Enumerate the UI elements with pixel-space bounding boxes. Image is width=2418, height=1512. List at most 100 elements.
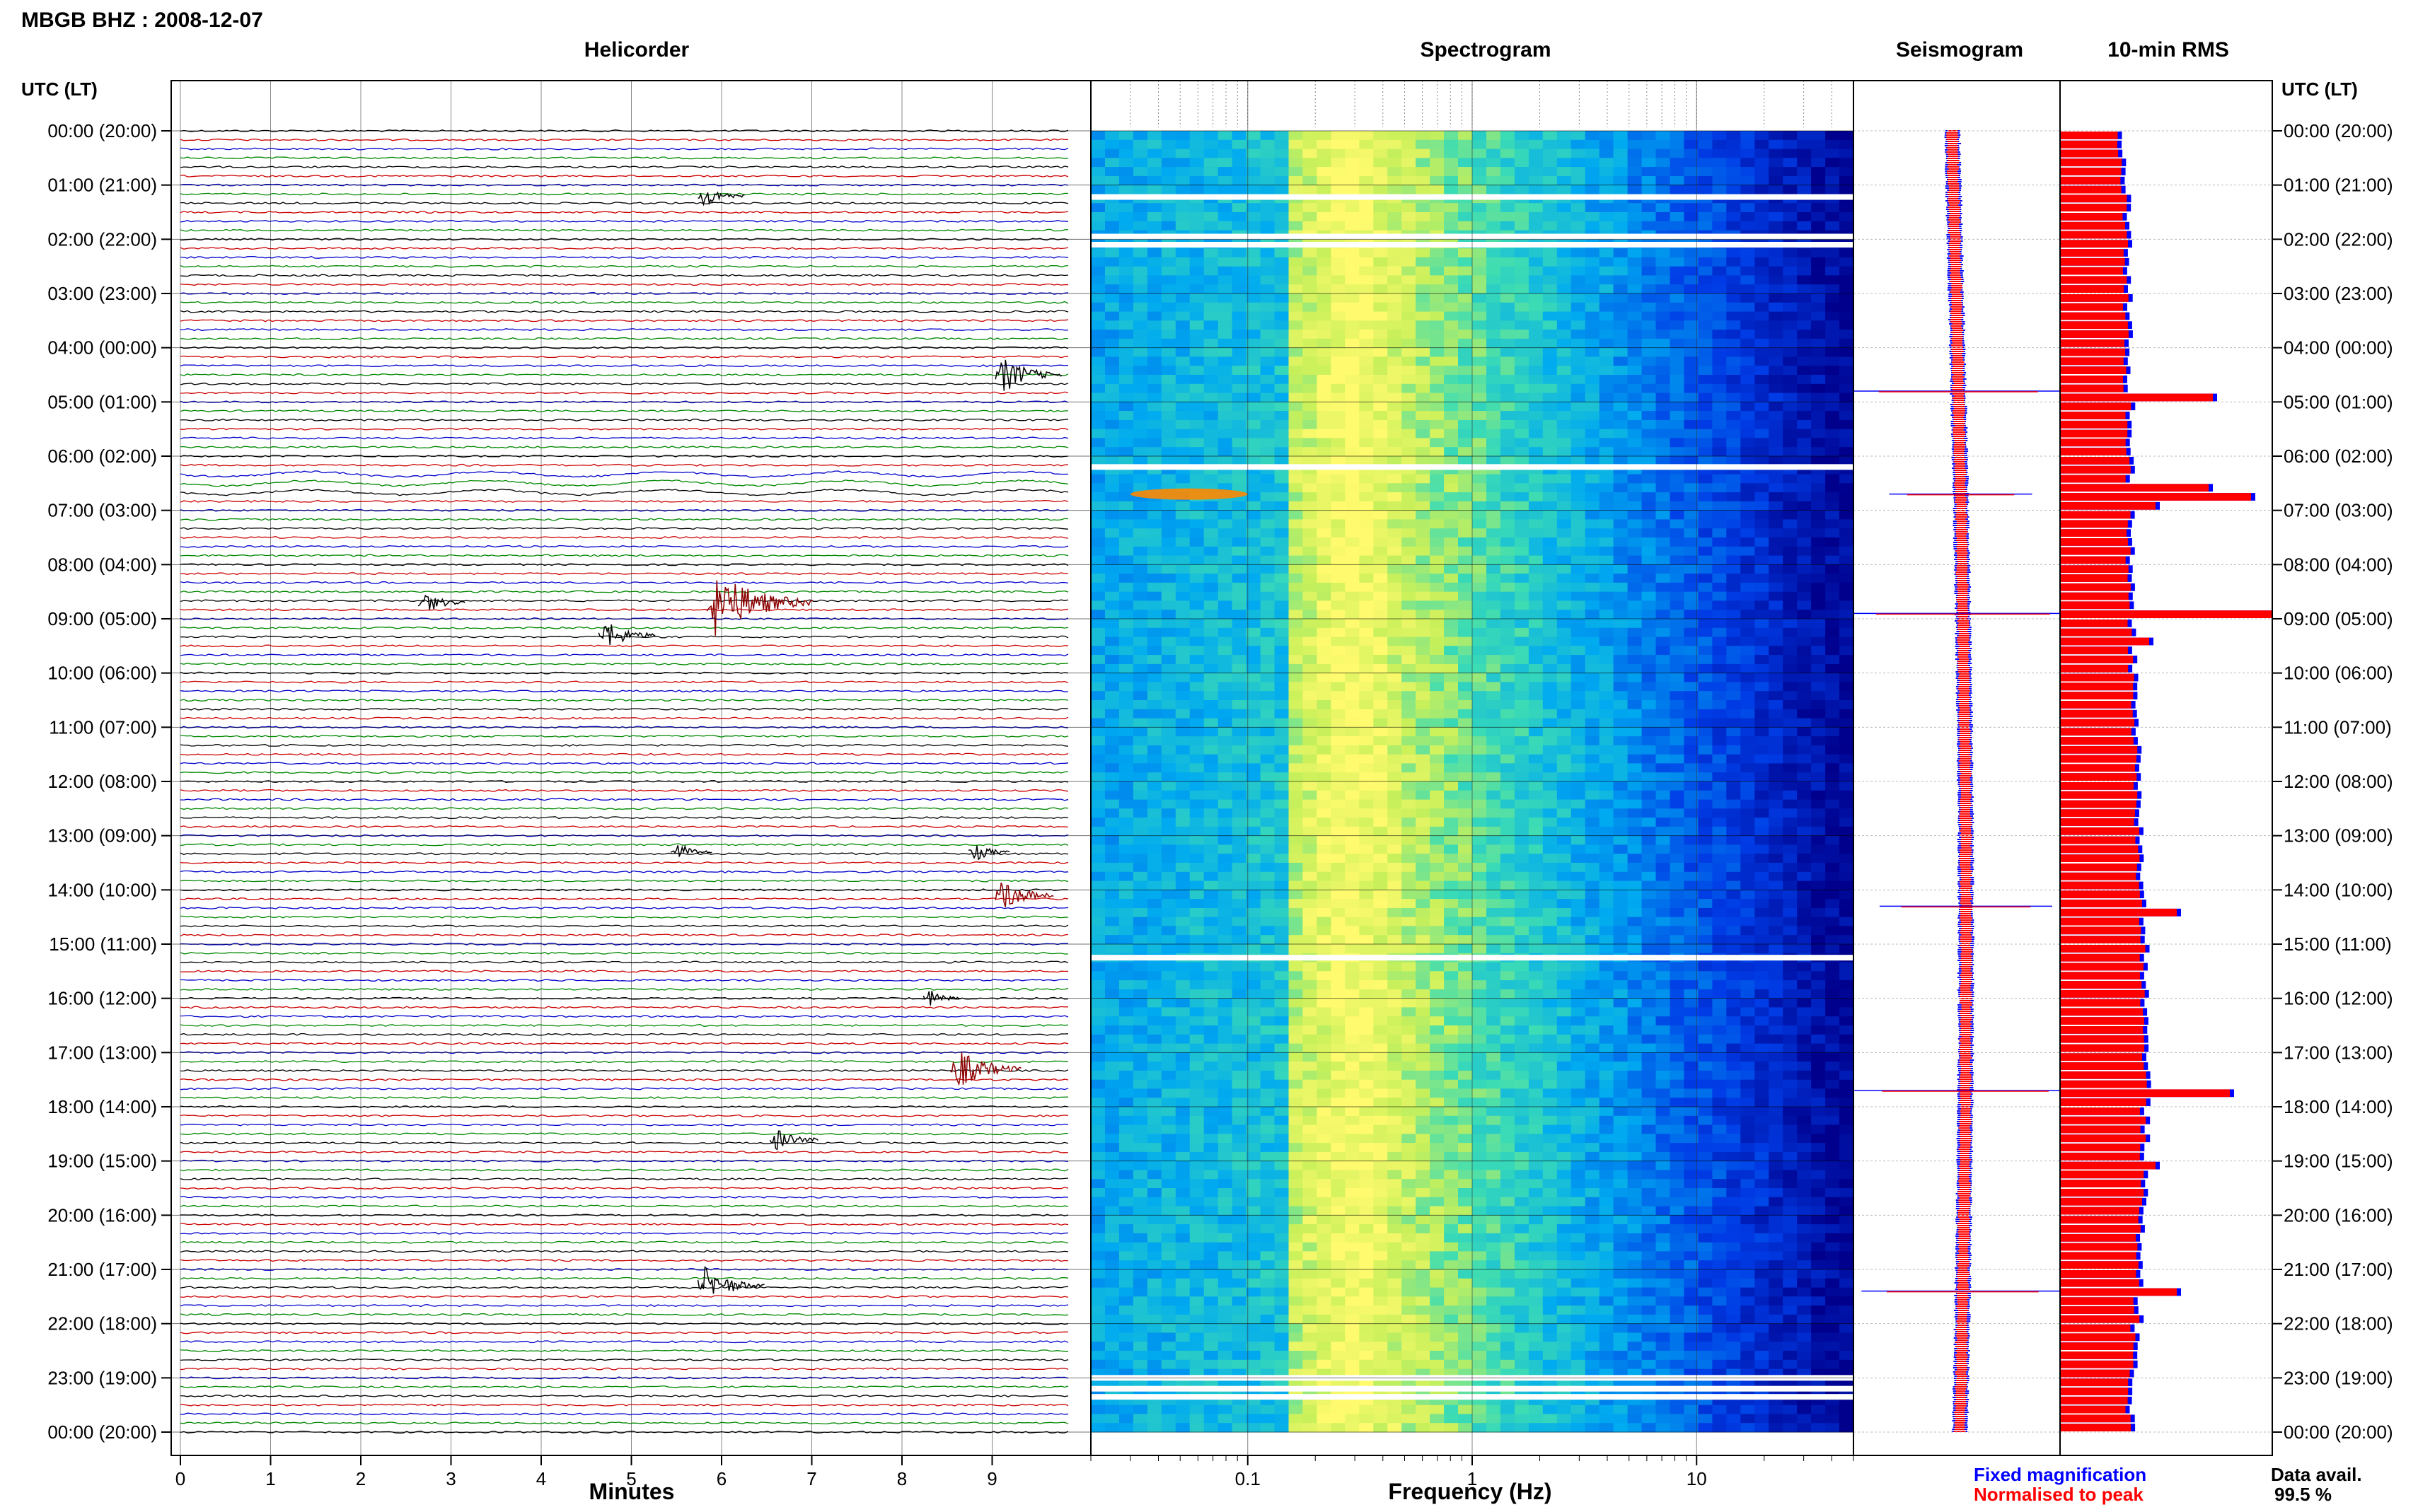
spectrogram-cell: [1754, 591, 1769, 601]
spectrogram-cell: [1345, 438, 1360, 448]
spectrogram-cell: [1345, 880, 1360, 890]
spectrogram-cell: [1232, 709, 1247, 719]
spectrogram-cell: [1726, 447, 1741, 457]
spectrogram-cell: [1839, 591, 1853, 601]
spectrogram-cell: [1359, 700, 1374, 710]
spectrogram-cell: [1740, 483, 1755, 493]
spectrogram-cell: [1189, 926, 1205, 936]
spectrogram-cell: [1331, 700, 1346, 710]
spectrogram-cell: [1740, 139, 1755, 150]
spectrogram-cell: [1359, 492, 1374, 502]
spectrogram-cell: [1458, 275, 1473, 285]
spectrogram-cell: [1599, 745, 1614, 755]
spectrogram-cell: [1641, 754, 1657, 764]
spectrogram-cell: [1486, 375, 1501, 385]
spectrogram-cell: [1670, 501, 1685, 511]
spectrogram-cell: [1613, 926, 1629, 936]
spectrogram-cell: [1091, 818, 1106, 827]
spectrogram-cell: [1189, 139, 1205, 150]
spectrogram-cell: [1373, 293, 1388, 303]
spectrogram-cell: [1232, 510, 1247, 520]
spectrogram-cell: [1189, 528, 1205, 538]
spectrogram-cell: [1175, 266, 1191, 276]
spectrogram-cell: [1825, 682, 1840, 692]
spectrogram-cell: [1133, 483, 1148, 493]
spectrogram-cell: [1387, 826, 1402, 837]
spectrogram-cell: [1783, 167, 1798, 177]
spectrogram-cell: [1133, 808, 1148, 818]
spectrogram-cell: [1161, 818, 1176, 827]
spectrogram-cell: [1147, 844, 1162, 854]
spectrogram-cell: [1811, 474, 1826, 484]
spectrogram-cell: [1556, 375, 1572, 385]
spectrogram-cell: [1274, 293, 1290, 303]
spectrogram-cell: [1556, 149, 1572, 158]
spectrogram-cell: [1203, 772, 1219, 782]
spectrogram-cell: [1416, 619, 1430, 629]
spectrogram-cell: [1754, 600, 1769, 610]
spectrogram-cell: [1726, 510, 1741, 520]
spectrogram-cell: [1542, 167, 1558, 177]
spectrogram-cell: [1416, 844, 1430, 854]
spectrogram-cell: [1458, 537, 1473, 547]
spectrogram-cell: [1698, 772, 1713, 782]
spectrogram-cell: [1416, 131, 1430, 141]
spectrogram-cell: [1627, 275, 1643, 285]
spectrogram-cell: [1288, 564, 1304, 574]
spectrogram-cell: [1712, 673, 1727, 682]
spectrogram-cell: [1528, 600, 1544, 610]
spectrogram-cell: [1726, 438, 1741, 448]
spectrogram-cell: [1655, 158, 1671, 168]
helicorder-trace: [180, 924, 1069, 928]
spectrogram-cell: [1811, 781, 1826, 791]
spectrogram-cell: [1118, 619, 1134, 629]
spectrogram-cell: [1444, 835, 1459, 845]
spectrogram-cell: [1769, 574, 1783, 583]
spectrogram-cell: [1500, 727, 1515, 737]
spectrogram-cell: [1472, 663, 1487, 674]
spectrogram-cell: [1839, 402, 1853, 412]
spectrogram-cell: [1655, 736, 1671, 746]
spectrogram-cell: [1246, 736, 1261, 746]
spectrogram-cell: [1500, 275, 1515, 285]
spectrogram-cell: [1472, 917, 1487, 926]
spectrogram-cell: [1740, 293, 1755, 303]
spectrogram-cell: [1769, 663, 1783, 674]
spectrogram-cell: [1754, 700, 1769, 710]
spectrogram-cell: [1373, 392, 1388, 402]
spectrogram-cell: [1387, 293, 1402, 303]
spectrogram-cell: [1217, 456, 1233, 466]
spectrogram-cell: [1161, 646, 1176, 656]
spectrogram-cell: [1627, 411, 1643, 421]
spectrogram-cell: [1373, 311, 1388, 321]
spectrogram-cell: [1514, 139, 1529, 150]
spectrogram-cell: [1570, 212, 1586, 222]
spectrogram-cell: [1189, 131, 1205, 141]
spectrogram-cell: [1288, 438, 1304, 448]
spectrogram-cell: [1147, 392, 1162, 402]
spectrogram-cell: [1444, 474, 1459, 484]
spectrogram-cell: [1698, 745, 1713, 755]
spectrogram-cell: [1528, 591, 1544, 601]
spectrogram-cell: [1133, 754, 1148, 764]
spectrogram-cell: [1274, 429, 1290, 438]
spectrogram-cell: [1246, 799, 1261, 809]
spectrogram-cell: [1726, 158, 1741, 168]
spectrogram-cell: [1091, 248, 1106, 258]
spectrogram-cell: [1203, 799, 1219, 809]
spectrogram-cell: [1458, 799, 1473, 809]
spectrogram-cell: [1825, 655, 1840, 665]
spectrogram-cell: [1783, 555, 1798, 565]
spectrogram-cell: [1641, 808, 1657, 818]
spectrogram-cell: [1359, 818, 1374, 827]
spectrogram-cell: [1345, 754, 1360, 764]
spectrogram-cell: [1302, 926, 1317, 936]
spectrogram-cell: [1274, 863, 1290, 873]
spectrogram-cell: [1302, 456, 1317, 466]
spectrogram-cell: [1514, 158, 1529, 168]
spectrogram-cell: [1246, 139, 1261, 150]
spectrogram-cell: [1416, 646, 1430, 656]
spectrogram-cell: [1118, 736, 1134, 746]
spectrogram-cell: [1698, 781, 1713, 791]
spectrogram-cell: [1712, 302, 1727, 313]
